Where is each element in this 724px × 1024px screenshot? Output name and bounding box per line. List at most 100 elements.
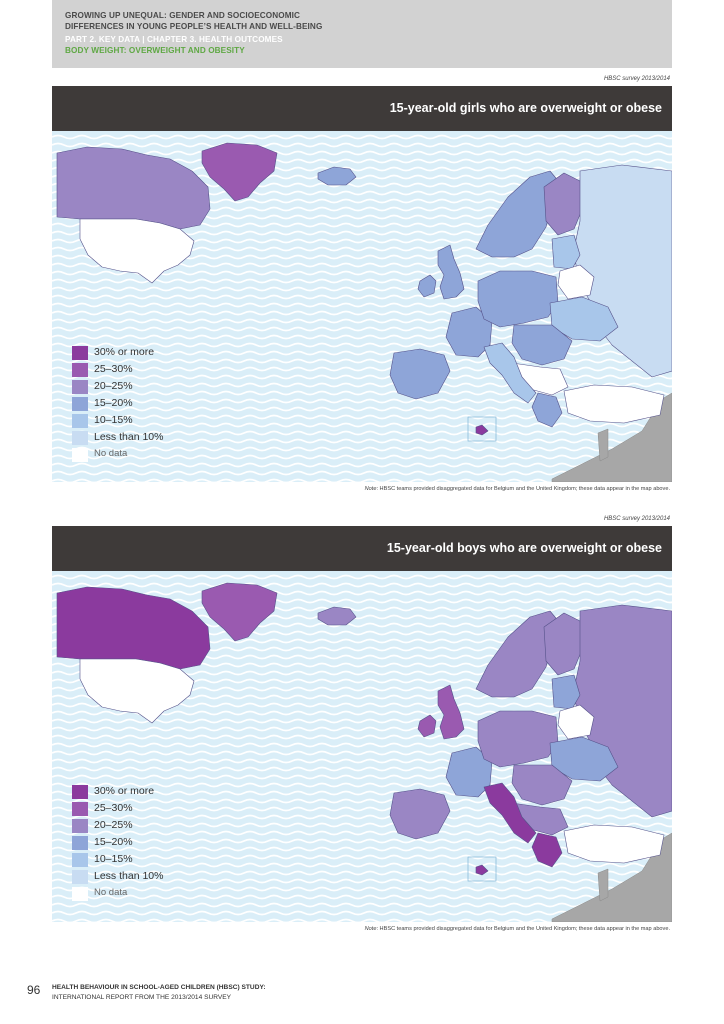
wave-line — [52, 454, 672, 460]
wave-line — [52, 374, 672, 380]
non-survey-region — [597, 428, 609, 462]
region-greenland — [201, 582, 278, 642]
wave-line — [52, 342, 672, 348]
region-turkey — [563, 384, 665, 424]
footer-subtitle: INTERNATIONAL REPORT FROM THE 2013/2014 … — [52, 994, 232, 1001]
region-ireland — [417, 714, 437, 738]
region-iberia — [389, 348, 451, 400]
legend-swatch — [72, 414, 88, 428]
wave-line — [52, 806, 672, 812]
wave-line — [52, 350, 672, 356]
region-italy — [483, 342, 537, 404]
wave-line — [52, 902, 672, 908]
region-iberia — [389, 788, 451, 840]
region-finland — [543, 172, 585, 236]
wave-line — [52, 782, 672, 788]
region-ireland — [417, 274, 437, 298]
region-france — [445, 746, 493, 798]
wave-line — [52, 358, 672, 364]
wave-line — [52, 446, 672, 452]
malta-inset-frame — [467, 416, 497, 442]
region-central — [477, 270, 559, 328]
legend-swatch — [72, 785, 88, 799]
legend-swatch — [72, 887, 88, 901]
legend-swatch — [72, 397, 88, 411]
note-prefix: Note — [364, 486, 377, 492]
map-title-bar: 15-year-old girls who are overweight or … — [52, 86, 672, 131]
choropleth-map-boys — [52, 571, 672, 922]
note-text: : HBSC teams provided disaggregated data… — [376, 486, 670, 492]
note-prefix: Note — [364, 926, 377, 932]
map-note-boys: Note: HBSC teams provided disaggregated … — [365, 926, 670, 932]
region-usa — [79, 658, 195, 724]
wave-line — [52, 382, 672, 388]
legend-swatch — [72, 431, 88, 445]
map-title-bar: 15-year-old boys who are overweight or o… — [52, 526, 672, 571]
map-title: 15-year-old girls who are overweight or … — [389, 101, 662, 115]
wave-line — [52, 862, 672, 868]
region-iceland — [317, 606, 357, 626]
region-central — [477, 710, 559, 768]
wave-line — [52, 790, 672, 796]
page-number: 96 — [27, 983, 41, 997]
survey-label-girls: HBSC survey 2013/2014 — [603, 76, 670, 82]
legend-swatch — [72, 346, 88, 360]
wave-line — [52, 430, 672, 436]
region-eastern — [511, 764, 573, 806]
wave-line — [52, 798, 672, 804]
wave-line — [52, 142, 672, 148]
legend-swatch — [72, 802, 88, 816]
legend-swatch — [72, 448, 88, 462]
map-panel-girls: 15-year-old girls who are overweight or … — [52, 86, 672, 482]
map-note-girls: Note: HBSC teams provided disaggregated … — [365, 486, 670, 492]
wave-line — [52, 150, 672, 156]
map-title: 15-year-old boys who are overweight or o… — [386, 541, 662, 555]
legend-label: 25–30% — [94, 363, 133, 375]
region-eastern — [511, 324, 573, 366]
legend-label: 30% or more — [94, 346, 155, 358]
footer-title: HEALTH BEHAVIOUR IN SCHOOL-AGED CHILDREN… — [52, 984, 266, 991]
wave-line — [52, 478, 672, 482]
wave-line — [52, 366, 672, 372]
legend-label: 25–30% — [94, 802, 133, 814]
legend-label: 15–20% — [94, 397, 133, 409]
non-survey-region — [551, 832, 672, 922]
legend-label: Less than 10% — [94, 870, 164, 882]
wave-line — [52, 918, 672, 922]
region-greece — [531, 392, 563, 428]
wave-line — [52, 422, 672, 428]
region-malta — [475, 864, 489, 876]
header-line-2: DIFFERENCES IN YOUNG PEOPLE’S HEALTH AND… — [65, 22, 323, 31]
region-belarus — [557, 264, 595, 300]
region-baltics — [551, 234, 581, 270]
wave-line — [52, 134, 672, 140]
region-france — [445, 306, 493, 358]
note-text: : HBSC teams provided disaggregated data… — [376, 926, 670, 932]
wave-line — [52, 574, 672, 580]
wave-line — [52, 582, 672, 588]
wave-line — [52, 414, 672, 420]
wave-line — [52, 590, 672, 596]
wave-line — [52, 894, 672, 900]
wave-line — [52, 822, 672, 828]
region-iceland — [317, 166, 357, 186]
legend-label: No data — [94, 887, 128, 898]
legend-swatch — [72, 819, 88, 833]
legend-swatch — [72, 870, 88, 884]
region-greece — [531, 832, 563, 868]
legend-swatch — [72, 836, 88, 850]
page-header: GROWING UP UNEQUAL: GENDER AND SOCIOECON… — [52, 0, 672, 68]
region-uk — [437, 244, 465, 300]
wave-line — [52, 854, 672, 860]
choropleth-map-girls — [52, 131, 672, 482]
wave-line — [52, 438, 672, 444]
wave-line — [52, 886, 672, 892]
legend-swatch — [72, 380, 88, 394]
header-section: BODY WEIGHT: OVERWEIGHT AND OBESITY — [65, 46, 245, 55]
region-greenland — [201, 142, 278, 202]
non-survey-region — [597, 868, 609, 902]
wave-line — [52, 870, 672, 876]
malta-inset-frame — [467, 856, 497, 882]
region-usa — [79, 218, 195, 284]
legend-swatch — [72, 853, 88, 867]
